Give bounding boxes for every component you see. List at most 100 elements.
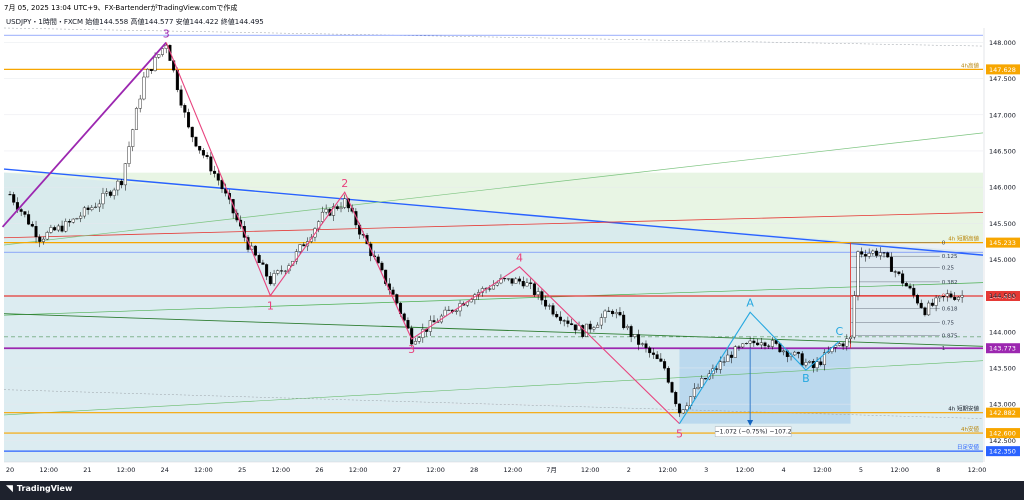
- candle-body: [685, 405, 689, 411]
- price-tag: 145.233: [986, 237, 1020, 248]
- candle: [860, 247, 864, 258]
- candle-body: [953, 296, 957, 300]
- candle-body: [555, 314, 559, 318]
- downtrend-line: [3, 168, 984, 256]
- candle-body: [566, 320, 570, 324]
- candle-body: [611, 310, 615, 315]
- candle: [915, 293, 919, 306]
- candle: [138, 94, 142, 113]
- candle: [142, 71, 146, 101]
- candle-body: [737, 346, 741, 348]
- price-tag-bg: [986, 343, 1020, 354]
- candle-body: [127, 146, 131, 164]
- price-tick: 147.000: [989, 111, 1016, 119]
- candle-body: [34, 226, 38, 238]
- candle-body: [71, 218, 75, 223]
- candle-body: [45, 232, 49, 240]
- candle-body: [782, 350, 786, 353]
- candle: [503, 277, 507, 282]
- price-tick: 147.500: [989, 75, 1016, 83]
- candle-body: [800, 353, 804, 366]
- candle: [752, 337, 756, 347]
- candle: [607, 306, 611, 312]
- abc-label: B: [802, 372, 810, 385]
- candle-body: [198, 145, 202, 151]
- green-trend-line-mid: [3, 282, 984, 316]
- candle-body: [908, 285, 912, 289]
- candle-body: [793, 351, 797, 356]
- candle: [213, 165, 217, 178]
- candle: [611, 309, 615, 317]
- candle: [49, 224, 53, 234]
- candle: [815, 357, 819, 372]
- candle-body: [495, 282, 499, 286]
- candle: [343, 194, 347, 210]
- candle-body: [432, 320, 436, 323]
- candle-body: [960, 295, 964, 298]
- fib-label: 0.618: [942, 307, 958, 313]
- candle: [131, 128, 135, 152]
- candle-body: [808, 361, 812, 363]
- time-tick: 26: [315, 466, 323, 474]
- candle-body: [845, 338, 849, 347]
- candle: [930, 298, 934, 308]
- candle: [893, 269, 897, 278]
- candle-body: [618, 312, 622, 316]
- candle: [157, 54, 161, 59]
- candle: [737, 345, 741, 351]
- time-tick: 12:00: [117, 466, 136, 474]
- tradingview-logo[interactable]: ◥ TradingView: [6, 484, 72, 494]
- candle-body: [562, 320, 566, 322]
- candle: [953, 292, 957, 301]
- candle: [134, 106, 138, 130]
- candle-body: [923, 307, 927, 316]
- candle: [670, 381, 674, 394]
- candle: [648, 346, 652, 358]
- dotted-trend-line: [3, 389, 984, 419]
- candle-body: [770, 340, 774, 347]
- candle: [800, 351, 804, 366]
- price-tick: 143.000: [989, 401, 1016, 409]
- candle-body: [592, 327, 596, 330]
- candle-body: [629, 326, 633, 337]
- candle: [733, 345, 737, 358]
- candle: [179, 85, 183, 108]
- time-tick: 21: [83, 466, 91, 474]
- candle: [677, 403, 681, 417]
- level-label: 日足安値: [957, 443, 980, 451]
- candle-body: [942, 296, 946, 298]
- candle-body: [194, 136, 198, 147]
- candle: [956, 296, 960, 302]
- candle: [41, 236, 45, 245]
- candle-body: [893, 271, 897, 273]
- candle: [629, 324, 633, 343]
- time-tick: 12:00: [194, 466, 213, 474]
- candle-body: [596, 324, 600, 328]
- time-tick: 24: [161, 466, 169, 474]
- candle-body: [588, 323, 592, 330]
- candle: [867, 248, 871, 259]
- level-label: 4h 短期高値: [948, 235, 979, 243]
- candle-body: [376, 256, 380, 264]
- candle: [529, 278, 533, 290]
- candle: [901, 270, 905, 287]
- candle: [938, 295, 942, 303]
- candle: [23, 211, 27, 218]
- fib-label: 0.25: [942, 265, 955, 271]
- price-tick: 148.000: [989, 39, 1016, 47]
- candle-body: [280, 270, 284, 272]
- candle-body: [915, 294, 919, 304]
- candle-body: [945, 293, 949, 297]
- candle: [544, 295, 548, 310]
- candle: [160, 48, 164, 57]
- candle-body: [700, 378, 704, 388]
- candle-body: [584, 323, 588, 337]
- candle: [763, 341, 767, 350]
- time-tick: 12:00: [890, 466, 909, 474]
- candle: [663, 358, 667, 371]
- candle-body: [715, 368, 719, 370]
- candle-body: [514, 278, 518, 284]
- candle: [555, 311, 559, 319]
- candle: [257, 253, 261, 264]
